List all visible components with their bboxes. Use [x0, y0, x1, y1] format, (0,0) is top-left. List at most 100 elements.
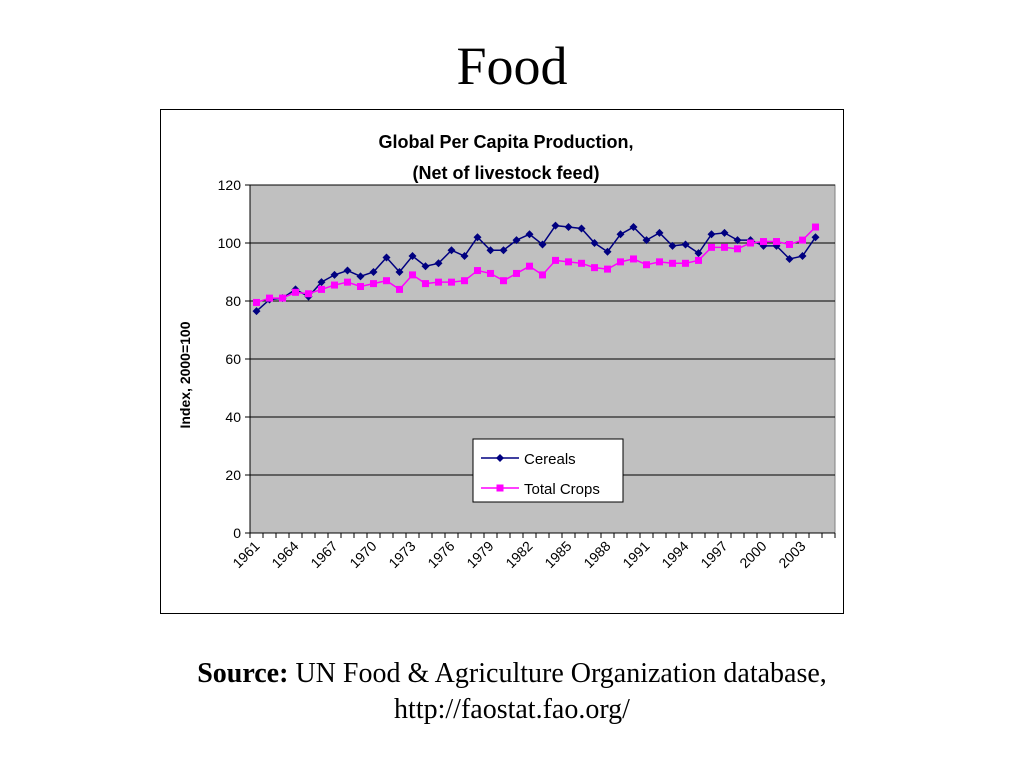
source-line-1: Source: UN Food & Agriculture Organizati… [0, 656, 1024, 692]
data-point-cereals [694, 249, 703, 258]
data-point-cereals [720, 228, 729, 237]
data-point-cereals [330, 270, 339, 279]
data-point-total-crops [344, 278, 351, 286]
x-tick-label: 1973 [385, 538, 418, 571]
chart-title-line1: Global Per Capita Production, [378, 132, 633, 152]
data-point-total-crops [474, 267, 481, 275]
y-tick-label: 120 [218, 177, 242, 193]
data-point-total-crops [422, 280, 429, 288]
data-point-cereals [707, 230, 716, 239]
data-point-total-crops [604, 265, 611, 273]
source-citation: Source: UN Food & Agriculture Organizati… [0, 656, 1024, 728]
data-point-cereals [681, 240, 690, 249]
data-point-total-crops [266, 294, 273, 302]
data-point-cereals [408, 252, 417, 261]
data-point-total-crops [305, 290, 312, 298]
x-tick-label: 2000 [736, 538, 769, 571]
data-point-total-crops [721, 243, 728, 251]
data-point-cereals [629, 223, 638, 232]
data-point-total-crops [747, 239, 754, 247]
data-point-total-crops [292, 288, 299, 296]
data-point-total-crops [591, 264, 598, 272]
data-point-total-crops [565, 258, 572, 266]
data-point-cereals [317, 278, 326, 287]
data-point-total-crops [539, 271, 546, 279]
slide-title: Food [456, 36, 568, 96]
data-point-cereals [382, 253, 391, 262]
line-chart: Global Per Capita Production, (Net of li… [177, 132, 836, 571]
data-point-cereals [538, 240, 547, 249]
data-point-cereals [668, 241, 677, 250]
source-text: UN Food & Agriculture Organization datab… [295, 658, 827, 689]
data-point-total-crops [448, 278, 455, 286]
y-tick-label: 80 [225, 293, 241, 309]
data-point-total-crops [409, 271, 416, 279]
data-point-total-crops [617, 258, 624, 266]
data-point-cereals [486, 246, 495, 255]
x-tick-label: 1994 [658, 538, 691, 571]
data-point-cereals [421, 262, 430, 271]
data-point-total-crops [682, 259, 689, 267]
data-point-cereals [798, 252, 807, 261]
x-tick-label: 1961 [229, 538, 262, 571]
data-point-cereals [655, 228, 664, 237]
data-point-total-crops [279, 294, 286, 302]
y-axis-label: Index, 2000=100 [177, 321, 193, 428]
data-point-cereals [577, 224, 586, 233]
data-point-cereals [356, 272, 365, 281]
data-point-cereals [590, 239, 599, 247]
data-point-total-crops [513, 269, 520, 277]
x-tick-label: 1979 [463, 538, 496, 571]
y-tick-label: 60 [225, 351, 241, 367]
data-point-total-crops [734, 245, 741, 253]
data-point-total-crops [383, 277, 390, 285]
data-point-cereals [447, 246, 456, 255]
x-tick-label: 1970 [346, 538, 379, 571]
data-point-cereals [460, 252, 469, 261]
data-point-total-crops [773, 238, 780, 246]
data-point-total-crops [695, 256, 702, 264]
data-point-total-crops [253, 298, 260, 306]
data-point-cereals [525, 230, 534, 239]
data-point-cereals [434, 259, 443, 268]
y-tick-label: 100 [218, 235, 242, 251]
data-point-cereals [499, 246, 508, 255]
data-point-total-crops [357, 283, 364, 290]
x-tick-label: 1985 [541, 538, 574, 571]
data-point-total-crops [799, 236, 806, 244]
x-tick-label: 1988 [580, 538, 613, 571]
data-point-cereals [733, 236, 742, 245]
data-point-cereals [369, 268, 378, 276]
data-point-cereals [252, 307, 261, 316]
y-tick-label: 0 [233, 525, 241, 541]
data-point-total-crops [487, 269, 494, 277]
data-point-cereals [473, 233, 482, 242]
data-point-total-crops [370, 280, 377, 288]
x-tick-label: 1997 [697, 538, 730, 571]
legend-cereals-marker [496, 454, 504, 462]
data-point-total-crops [331, 281, 338, 289]
data-point-total-crops [669, 259, 676, 267]
x-tick-label: 2003 [775, 538, 808, 571]
data-point-total-crops [552, 256, 559, 264]
data-point-cereals [395, 268, 404, 276]
data-point-total-crops [643, 261, 650, 269]
data-point-cereals [512, 236, 521, 245]
data-point-total-crops [812, 223, 819, 231]
source-url: http://faostat.fao.org/ [394, 694, 630, 725]
data-point-cereals [616, 230, 625, 239]
data-point-total-crops [435, 278, 442, 286]
data-point-total-crops [500, 277, 507, 285]
x-tick-label: 1976 [424, 538, 457, 571]
data-point-total-crops [630, 255, 637, 263]
legend-total-crops-label: Total Crops [524, 481, 600, 498]
chart-title-line2: (Net of livestock feed) [412, 163, 599, 183]
data-point-cereals [811, 233, 820, 242]
legend-cereals-label: Cereals [524, 451, 576, 468]
chart-container: Global Per Capita Production, (Net of li… [160, 109, 844, 614]
data-point-total-crops [656, 258, 663, 266]
data-point-total-crops [708, 243, 715, 251]
x-tick-label: 1967 [307, 538, 340, 571]
chart-legend: Cereals Total Crops [472, 438, 624, 503]
